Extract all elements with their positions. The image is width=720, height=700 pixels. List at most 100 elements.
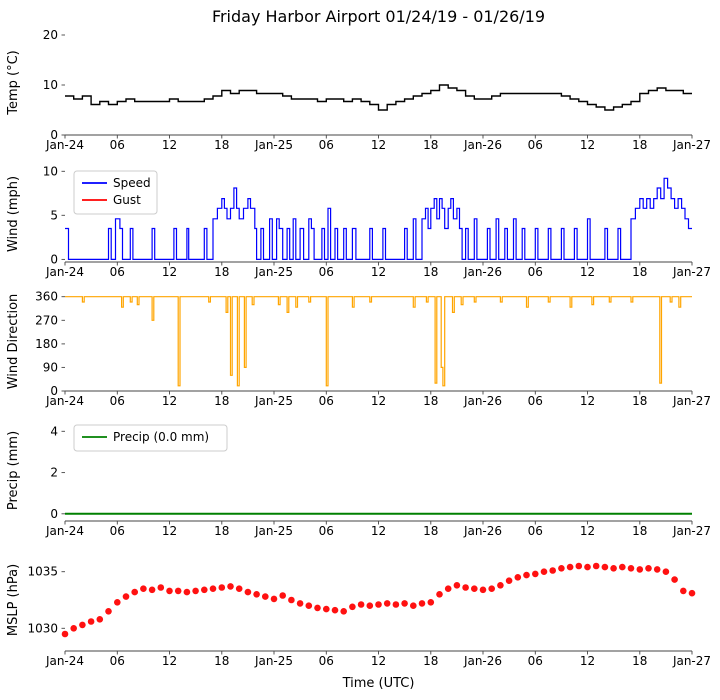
x-tick-label: Jan-24 xyxy=(45,524,84,538)
x-tick-label: 18 xyxy=(214,654,229,668)
mslp-data-point xyxy=(105,608,112,615)
legend-box xyxy=(73,424,228,452)
mslp-data-point xyxy=(114,599,121,606)
mslp-data-point xyxy=(497,582,504,589)
mslp-data-point xyxy=(79,621,86,629)
y-tick-label: 5 xyxy=(50,208,58,222)
x-tick-label: 18 xyxy=(632,265,647,279)
x-tick-label: 18 xyxy=(423,394,438,408)
x-tick-label: Jan-26 xyxy=(463,138,502,152)
mslp-data-point xyxy=(314,604,321,612)
mslp-data-point xyxy=(183,588,191,596)
legend-label: Precip (0.0 mm) xyxy=(113,430,209,444)
x-tick-label: 18 xyxy=(214,394,229,408)
mslp-data-point xyxy=(453,582,461,589)
mslp-data-point xyxy=(540,568,548,575)
x-tick-label: 12 xyxy=(580,654,595,668)
x-tick-label: 18 xyxy=(632,654,647,668)
mslp-data-point xyxy=(262,593,269,600)
x-tick-label: Jan-24 xyxy=(45,138,84,152)
mslp-data-point xyxy=(122,593,130,600)
x-tick-label: 06 xyxy=(528,524,543,538)
mslp-data-point xyxy=(418,600,426,607)
mslp-data-point xyxy=(131,588,138,596)
x-tick-label: 18 xyxy=(423,138,438,152)
mslp-data-point xyxy=(645,565,652,572)
x-tick-label: 12 xyxy=(580,524,595,538)
x-tick-label: 18 xyxy=(423,524,438,538)
precip-y-axis-label: Precip (mm) xyxy=(6,431,21,510)
x-tick-label: 12 xyxy=(371,265,386,279)
x-tick-label: Jan-25 xyxy=(254,265,293,279)
y-tick-label: 180 xyxy=(35,337,58,351)
mslp-data-point xyxy=(680,587,687,595)
mslp-data-point xyxy=(227,583,234,590)
mslp-data-point xyxy=(444,585,452,592)
x-tick-label: 06 xyxy=(319,138,334,152)
x-tick-label: Jan-25 xyxy=(254,138,293,152)
x-tick-label: 18 xyxy=(632,138,647,152)
x-tick-label: Jan-26 xyxy=(463,394,502,408)
mslp-data-point xyxy=(436,591,443,598)
x-tick-label: 06 xyxy=(528,138,543,152)
x-tick-label: 06 xyxy=(528,654,543,668)
mslp-data-point xyxy=(523,571,530,579)
winddir-y-axis-label: Wind Direction xyxy=(6,294,21,390)
x-tick-label: 12 xyxy=(162,138,177,152)
mslp-data-point xyxy=(270,595,278,603)
temp-series-temp xyxy=(65,84,692,111)
mslp-data-point xyxy=(140,585,147,592)
wind-series-speed xyxy=(65,177,692,260)
x-tick-label: 18 xyxy=(423,654,438,668)
x-tick-label: 06 xyxy=(528,265,543,279)
mslp-data-point xyxy=(192,587,199,595)
mslp-data-point xyxy=(331,606,339,614)
mslp-data-point xyxy=(174,587,182,595)
y-tick-label: 1030 xyxy=(27,621,58,635)
x-tick-label: Jan-26 xyxy=(463,265,502,279)
x-tick-label: 06 xyxy=(110,654,125,668)
mslp-data-point xyxy=(218,584,226,591)
mslp-data-point xyxy=(305,602,313,609)
mslp-data-point xyxy=(166,587,173,595)
legend-label: Speed xyxy=(113,176,151,190)
x-tick-label: 12 xyxy=(580,265,595,279)
mslp-data-point xyxy=(375,601,382,608)
legend-label: Gust xyxy=(113,193,141,207)
x-tick-label: 12 xyxy=(162,394,177,408)
mslp-data-point xyxy=(688,589,696,597)
mslp-data-point xyxy=(96,616,104,623)
mslp-data-point xyxy=(592,562,600,570)
y-tick-label: 90 xyxy=(43,360,58,374)
winddir-series-direction xyxy=(65,296,692,387)
y-tick-label: 0 xyxy=(50,128,58,142)
mslp-data-point xyxy=(209,585,217,592)
y-tick-label: 10 xyxy=(43,164,58,178)
x-tick-label: Jan-24 xyxy=(45,654,84,668)
x-tick-label: 12 xyxy=(580,138,595,152)
mslp-data-point xyxy=(610,565,617,572)
x-tick-label: Jan-24 xyxy=(45,265,84,279)
mslp-data-point xyxy=(636,566,644,573)
mslp-data-point xyxy=(558,565,565,572)
x-tick-label: 12 xyxy=(371,654,386,668)
y-tick-label: 270 xyxy=(35,313,58,327)
mslp-data-point xyxy=(471,585,478,592)
mslp-data-point xyxy=(323,605,330,613)
mslp-data-point xyxy=(575,562,583,570)
x-tick-label: Jan-24 xyxy=(45,394,84,408)
mslp-data-point xyxy=(87,618,95,625)
mslp-data-point xyxy=(410,602,417,609)
x-tick-label: 12 xyxy=(371,138,386,152)
mslp-data-point xyxy=(401,600,408,607)
mslp-data-point xyxy=(479,586,487,594)
x-tick-label: 06 xyxy=(110,138,125,152)
y-tick-label: 0 xyxy=(50,507,58,521)
mslp-data-point xyxy=(488,585,496,592)
wind-y-axis-label: Wind (mph) xyxy=(6,176,21,252)
x-tick-label: 18 xyxy=(214,265,229,279)
mslp-data-point xyxy=(253,591,260,598)
mslp-data-point xyxy=(148,586,156,594)
mslp-data-point xyxy=(532,570,539,578)
